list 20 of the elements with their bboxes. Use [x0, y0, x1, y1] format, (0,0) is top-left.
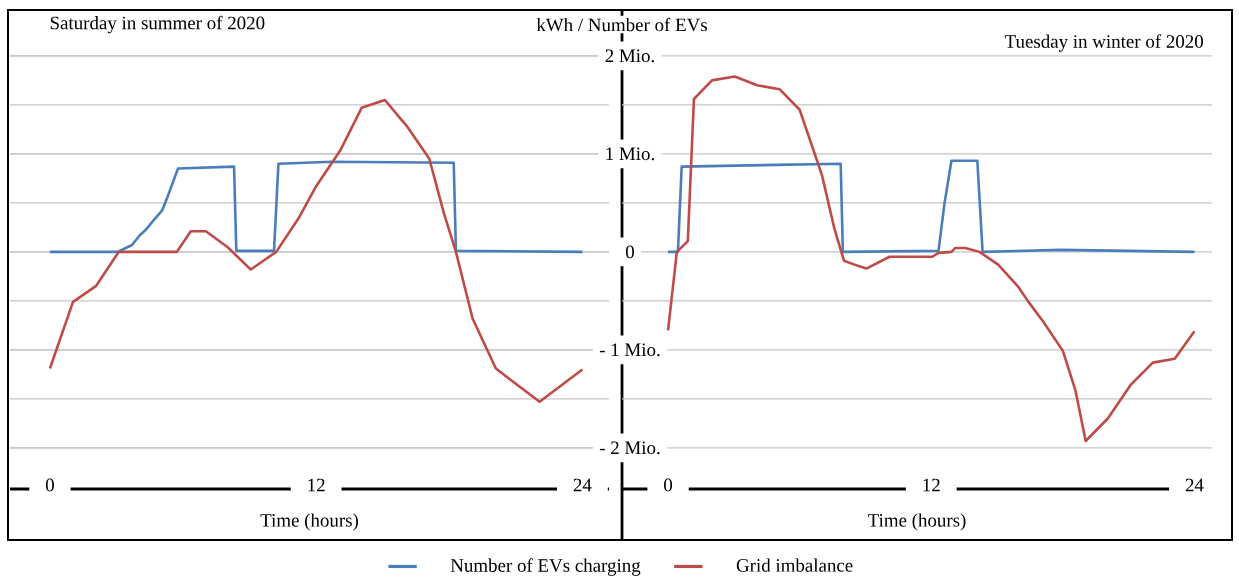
x-tick-label: 0: [45, 478, 54, 492]
x-axis-title: Time (hours): [260, 513, 358, 531]
y-tick-label: 1 Mio.: [606, 147, 654, 161]
x-tick-label: 12: [923, 478, 940, 492]
y-tick-label: 0: [625, 245, 634, 259]
chart-title: Saturday in summer of 2020: [50, 15, 265, 34]
legend-label: Number of EVs charging: [450, 558, 641, 576]
x-tick-label: 12: [308, 478, 325, 492]
y-tick-label: 2 Mio.: [605, 49, 654, 63]
y-axis-title: kWh / Number of EVs: [536, 17, 707, 32]
x-axis-title: Time (hours): [868, 513, 966, 531]
x-tick-label: 24: [1185, 478, 1204, 492]
y-tick-label: - 2 Mio.: [599, 441, 660, 455]
text: Tuesday in winter of 2020: [1004, 34, 1204, 52]
y-tick-label: - 1 Mio.: [599, 343, 660, 357]
legend-label: Grid imbalance: [736, 558, 853, 572]
x-tick-label: 0: [664, 478, 673, 492]
line-series: [666, 159, 1196, 254]
line-series: [666, 75, 1196, 443]
x-tick-label: 24: [573, 478, 592, 492]
